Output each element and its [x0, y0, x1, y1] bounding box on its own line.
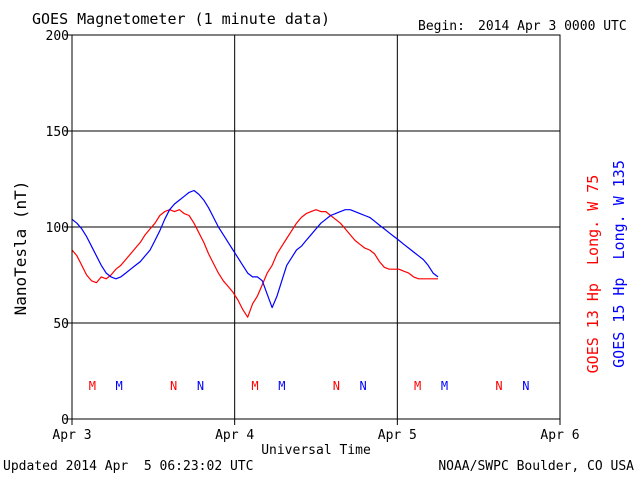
x-axis-label: Universal Time: [261, 443, 371, 458]
x-tick-label: Apr 5: [378, 428, 417, 443]
event-marker-m: M: [251, 379, 258, 393]
event-markers: M M MM M MN N NN N N: [89, 379, 530, 393]
event-marker-m: M: [116, 379, 123, 393]
x-tick-label: Apr 4: [215, 428, 254, 443]
series-line-0: [71, 209, 438, 318]
y-tick-label: 100: [46, 221, 69, 236]
event-marker-n: N: [522, 379, 529, 393]
plot-frame: [71, 34, 561, 420]
y-tick-label: 50: [53, 317, 69, 332]
event-marker-n: N: [360, 379, 367, 393]
event-marker-m: M: [89, 379, 96, 393]
event-marker-n: N: [197, 379, 204, 393]
legend-goes15: GOES 15 Hp Long. W 135: [610, 160, 628, 368]
series-line-1: [71, 189, 439, 309]
event-marker-n: N: [495, 379, 502, 393]
begin-label: Begin:: [418, 19, 465, 34]
axis-ticks: 0 50 100 150 200 Apr 3 Apr 4 Apr 5 Apr 6: [46, 29, 580, 443]
event-marker-n: N: [333, 379, 340, 393]
y-tick-label: 0: [61, 413, 69, 428]
event-marker-m: M: [278, 379, 285, 393]
series-layer: [71, 189, 439, 318]
x-tick-label: Apr 6: [540, 428, 579, 443]
x-tick-label: Apr 3: [52, 428, 91, 443]
event-marker-n: N: [170, 379, 177, 393]
y-tick-label: 200: [46, 29, 69, 44]
chart-title: GOES Magnetometer (1 minute data): [32, 10, 330, 28]
event-marker-m: M: [414, 379, 421, 393]
footer-credit: NOAA/SWPC Boulder, CO USA: [438, 459, 634, 474]
y-tick-label: 150: [46, 125, 69, 140]
footer-updated: Updated 2014 Apr 5 06:23:02 UTC: [3, 459, 254, 474]
grid-lines: [72, 35, 560, 419]
begin-date: 2014 Apr 3 0000 UTC: [478, 19, 627, 34]
y-axis-label: NanoTesla (nT): [11, 181, 30, 316]
legend-goes13: GOES 13 Hp Long. W 75: [584, 175, 602, 374]
event-marker-m: M: [441, 379, 448, 393]
